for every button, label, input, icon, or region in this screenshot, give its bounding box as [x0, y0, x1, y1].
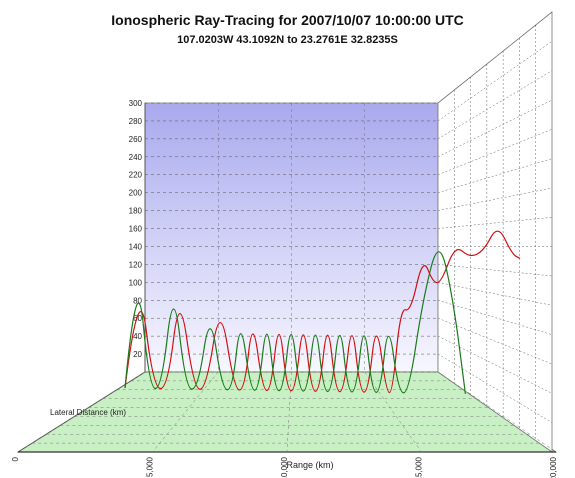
side-gridline — [437, 217, 553, 229]
y-tick-label: 120 — [129, 260, 143, 269]
side-gridline — [437, 129, 553, 175]
x-tick-label: 5,000 — [146, 456, 155, 477]
floor-gridline — [286, 371, 292, 453]
y-tick-label: 300 — [129, 99, 143, 108]
y-tick-label: 160 — [129, 225, 143, 234]
y-tick-label: 60 — [133, 314, 142, 323]
side-gridline — [437, 282, 553, 306]
series-line-green — [124, 251, 467, 394]
side-gridline — [437, 264, 553, 277]
floor-gridline — [152, 371, 219, 453]
y-tick-label: 100 — [129, 278, 143, 287]
x-axis-label: Range (km) — [286, 460, 333, 470]
x-tick-label: 20,000 — [549, 456, 558, 478]
y-tick-label: 260 — [129, 135, 143, 144]
side-gridline — [437, 41, 553, 122]
y-tick-label: 80 — [133, 296, 142, 305]
y-tick-label: 20 — [133, 350, 142, 359]
side-gridline — [437, 371, 553, 453]
y-tick-label: 180 — [129, 207, 143, 216]
side-gridline — [437, 335, 553, 394]
y-tick-label: 240 — [129, 153, 143, 162]
floor-gridline — [17, 371, 146, 453]
side-gridline — [437, 99, 553, 158]
z-axis-label: Lateral Distance (km) — [50, 408, 126, 417]
x-tick-label: 15,000 — [415, 456, 424, 478]
y-tick-label: 220 — [129, 171, 143, 180]
y-tick-label: 200 — [129, 189, 143, 198]
series-line-red — [124, 230, 521, 394]
chart-title: Ionospheric Ray-Tracing for 2007/10/07 1… — [111, 12, 464, 28]
y-tick-label: 280 — [129, 117, 143, 126]
y-tick-label: 140 — [129, 242, 143, 251]
side-gridline — [437, 187, 553, 211]
y-tick-label: 40 — [133, 332, 142, 341]
side-gridline — [437, 11, 553, 104]
x-tick-label: 0 — [11, 456, 20, 461]
x-tick-label: 10,000 — [280, 456, 289, 478]
chart-subtitle: 107.0203W 43.1092N to 23.2761E 32.8235S — [177, 34, 398, 46]
floor-gridline — [364, 371, 422, 453]
